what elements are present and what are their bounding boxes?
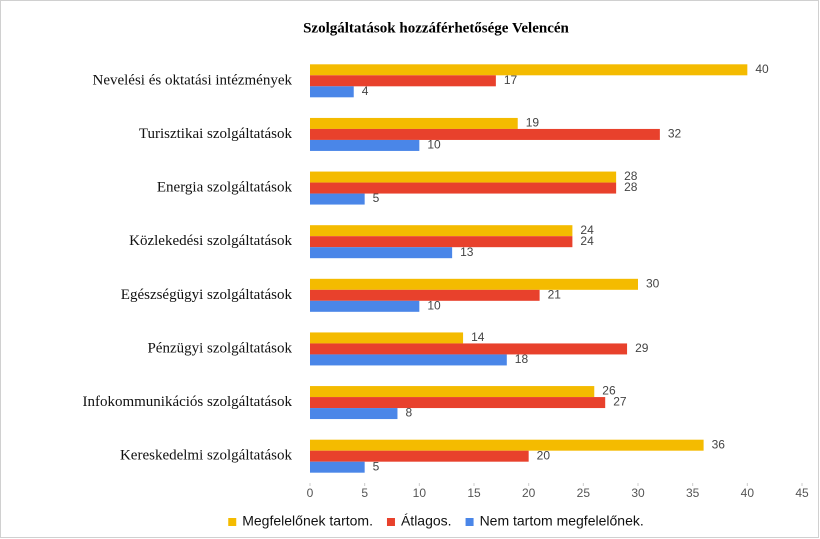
data-label: 28 (624, 180, 638, 194)
bar (310, 397, 606, 409)
bar (310, 354, 507, 366)
data-label: 5 (373, 459, 380, 473)
y-tick-label: Nevelési és oktatási intézmények (92, 72, 292, 88)
y-tick-label: Infokommunikációs szolgáltatások (82, 394, 292, 410)
x-tick-label: 0 (307, 486, 314, 500)
y-tick-label: Kereskedelmi szolgáltatások (120, 448, 293, 464)
x-tick-label: 20 (522, 486, 536, 500)
legend-swatch (465, 518, 474, 526)
bar (310, 64, 748, 76)
data-label: 27 (613, 395, 627, 409)
data-label: 18 (515, 352, 529, 366)
data-label: 40 (755, 62, 769, 76)
legend-swatch (386, 518, 395, 526)
bar (310, 225, 573, 237)
data-label: 8 (405, 406, 412, 420)
bar (310, 86, 354, 98)
bar (310, 236, 573, 248)
x-tick-label: 30 (631, 486, 645, 500)
bar (310, 408, 398, 420)
data-label: 36 (712, 437, 726, 451)
data-label: 10 (427, 298, 441, 312)
bar (310, 439, 704, 451)
data-label: 30 (646, 276, 660, 290)
bar (310, 182, 617, 194)
bar (310, 193, 365, 205)
data-label: 19 (526, 116, 540, 130)
data-label: 24 (580, 223, 594, 237)
data-label: 21 (548, 287, 562, 301)
bar (310, 247, 453, 259)
data-label: 26 (602, 384, 616, 398)
data-label: 29 (635, 341, 649, 355)
x-tick-label: 35 (686, 486, 700, 500)
x-tick-label: 5 (361, 486, 368, 500)
bar (310, 75, 496, 87)
x-tick-label: 15 (467, 486, 481, 500)
y-tick-label: Turisztikai szolgáltatások (139, 126, 293, 142)
bar (310, 289, 540, 301)
chart-title: Szolgáltatások hozzáférhetősége Velencén (303, 20, 569, 36)
data-label: 28 (624, 169, 638, 183)
data-label: 20 (537, 448, 551, 462)
legend-label: Nem tartom megfelelőnek. (480, 513, 644, 529)
bar (310, 386, 595, 398)
data-label: 17 (504, 73, 518, 87)
bar (310, 343, 628, 355)
bar (310, 278, 638, 290)
legend-label: Átlagos. (401, 513, 452, 529)
data-label: 13 (460, 245, 474, 259)
y-tick-label: Egészségügyi szolgáltatások (121, 287, 293, 303)
bar (310, 450, 529, 462)
y-tick-label: Közlekedési szolgáltatások (129, 233, 292, 249)
data-label: 5 (373, 191, 380, 205)
x-tick-label: 10 (413, 486, 427, 500)
x-tick-label: 25 (577, 486, 591, 500)
data-label: 10 (427, 138, 441, 152)
data-label: 14 (471, 330, 485, 344)
y-tick-label: Energia szolgáltatások (157, 180, 293, 196)
bar (310, 171, 617, 183)
bar (310, 461, 365, 473)
data-label: 24 (580, 234, 594, 248)
bar (310, 139, 420, 151)
legend-swatch (228, 518, 237, 526)
data-label: 4 (362, 84, 369, 98)
bar (310, 128, 660, 140)
y-tick-label: Pénzügyi szolgáltatások (147, 340, 292, 356)
x-tick-label: 40 (741, 486, 755, 500)
legend-label: Megfelelőnek tartom. (242, 513, 373, 529)
x-tick-label: 45 (795, 486, 809, 500)
bar (310, 332, 464, 344)
bar (310, 117, 518, 129)
data-label: 32 (668, 127, 682, 141)
bar (310, 300, 420, 312)
